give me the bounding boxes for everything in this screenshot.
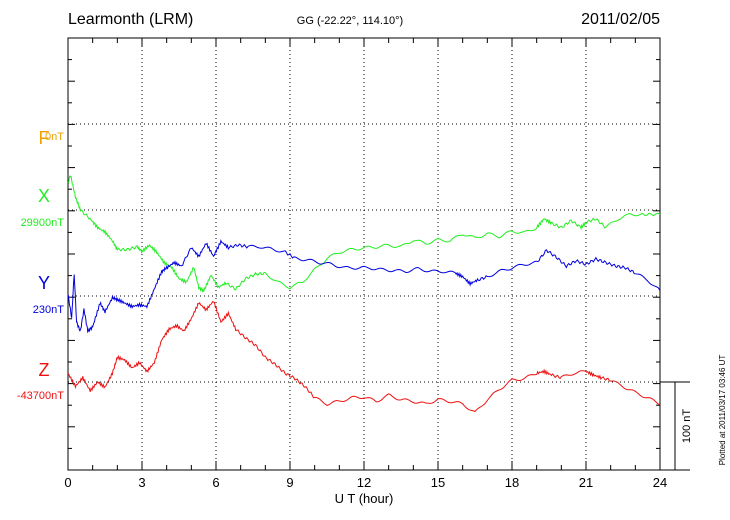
channel-label-f: F bbox=[39, 128, 50, 148]
channel-baseline-f: 0nT bbox=[45, 131, 64, 143]
x-tick-labels: 0 3 6 9 12 15 18 21 24 bbox=[64, 475, 667, 490]
scale-bar-label: 100 nT bbox=[681, 409, 693, 444]
x-tick-label: 9 bbox=[286, 475, 293, 490]
channel-label-z: Z bbox=[39, 360, 50, 380]
channel-baseline-x: 29900nT bbox=[21, 217, 65, 229]
channel-label-y: Y bbox=[38, 273, 50, 293]
chart-date: 2011/02/05 bbox=[581, 11, 660, 28]
series-lines bbox=[67, 175, 661, 413]
series-line-y bbox=[67, 239, 661, 334]
series-line-z bbox=[67, 300, 661, 413]
x-tick-label: 6 bbox=[212, 475, 219, 490]
grid-lines bbox=[68, 38, 660, 470]
axis-ticks bbox=[67, 38, 661, 470]
channel-label-x: X bbox=[38, 186, 50, 206]
x-tick-label: 0 bbox=[64, 475, 71, 490]
x-tick-label: 18 bbox=[505, 475, 519, 490]
x-tick-label: 15 bbox=[431, 475, 445, 490]
x-tick-label: 3 bbox=[138, 475, 145, 490]
x-tick-label: 21 bbox=[579, 475, 593, 490]
series-line-x bbox=[67, 175, 661, 293]
station-coords: GG (-22.22°, 114.10°) bbox=[297, 15, 403, 27]
station-title: Learmonth (LRM) bbox=[68, 11, 193, 28]
scale-bar: 100 nT bbox=[660, 381, 693, 471]
x-axis-label: U T (hour) bbox=[335, 491, 394, 506]
channel-baseline-y: 230nT bbox=[33, 304, 64, 316]
plotted-note: Plotted at 2011/03/17 03:46 UT bbox=[718, 355, 727, 466]
x-tick-label: 12 bbox=[357, 475, 371, 490]
channel-baseline-z: -43700nT bbox=[17, 390, 64, 402]
x-tick-label: 24 bbox=[653, 475, 667, 490]
